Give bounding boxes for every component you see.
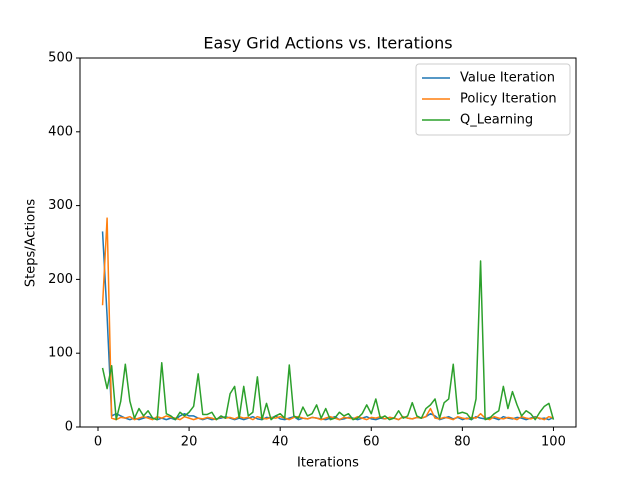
plot-frame — [79, 57, 577, 428]
y-tick-label: 200 — [48, 272, 73, 287]
chart-title: Easy Grid Actions vs. Iterations — [203, 34, 452, 53]
x-tick-label: 80 — [454, 435, 471, 450]
x-tick-label: 60 — [363, 435, 380, 450]
legend-label: Q_Learning — [460, 113, 533, 128]
x-tick-label: 20 — [181, 435, 198, 450]
y-tick-label: 400 — [48, 124, 73, 139]
x-axis-label: Iterations — [297, 456, 359, 471]
x-tick-label: 100 — [541, 435, 566, 450]
series-line — [101, 217, 554, 421]
legend-label: Value Iteration — [460, 71, 555, 86]
y-tick-label: 0 — [65, 420, 73, 435]
legend-box — [415, 63, 571, 136]
x-tick-label: 40 — [272, 435, 289, 450]
y-tick-label: 300 — [48, 198, 73, 213]
series-line — [101, 260, 555, 421]
series-line — [101, 231, 554, 421]
x-tick-label: 0 — [94, 435, 102, 450]
y-tick-label: 100 — [48, 346, 73, 361]
y-axis-label: Steps/Actions — [24, 199, 39, 287]
legend-label: Policy Iteration — [460, 92, 557, 107]
y-tick-label: 500 — [48, 51, 73, 66]
